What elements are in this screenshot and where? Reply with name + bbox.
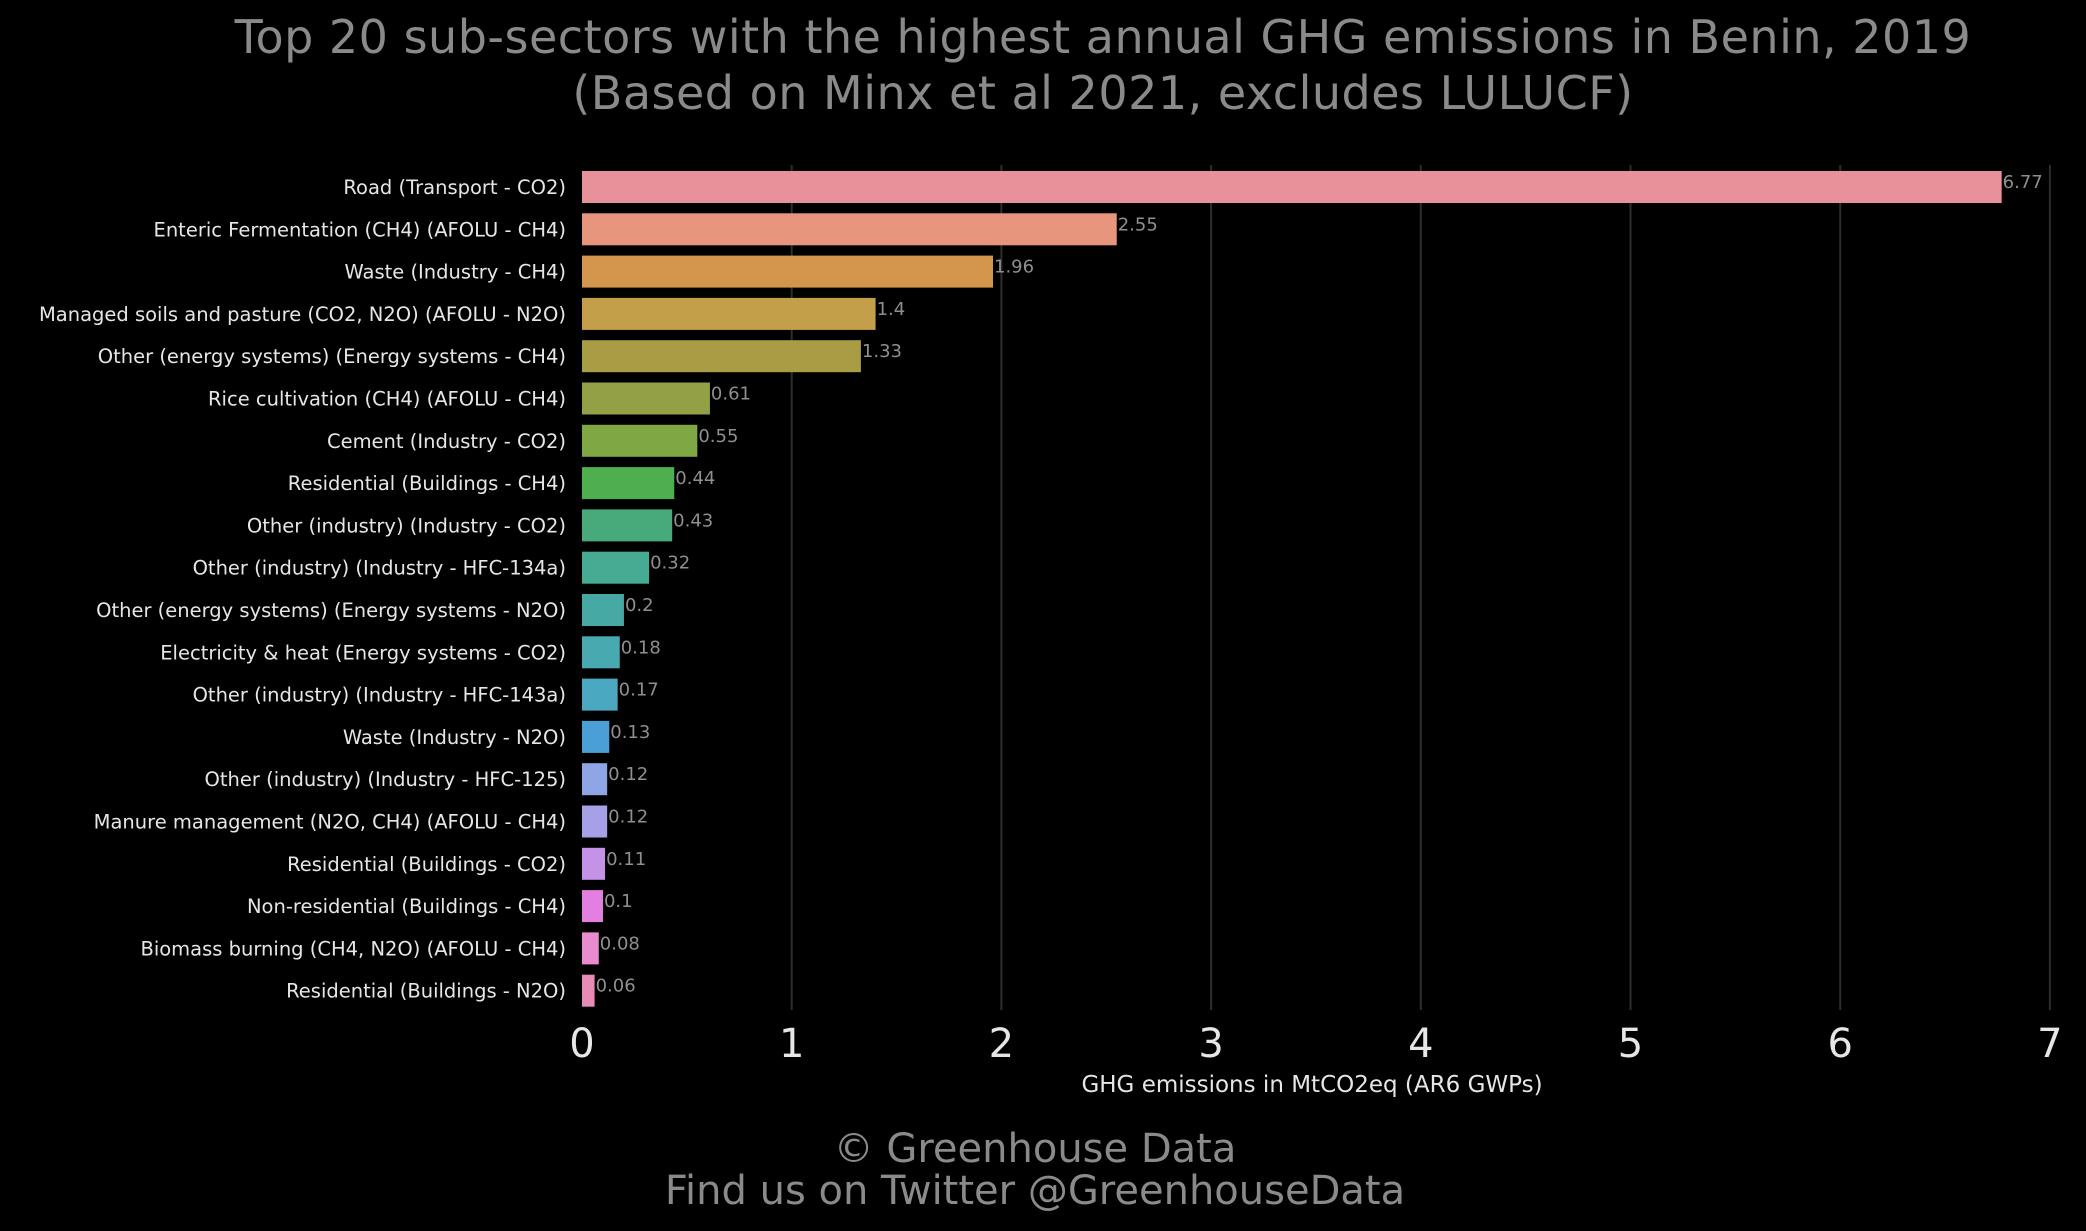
footer-twitter: Find us on Twitter @GreenhouseData	[664, 1168, 1406, 1214]
bar	[582, 340, 861, 373]
data-label: 0.06	[596, 976, 636, 997]
category-label: Waste (Industry - CH4)	[344, 261, 566, 284]
footer-copyright: © Greenhouse Data	[833, 1126, 1237, 1172]
bars	[582, 171, 2002, 1007]
data-label: 0.13	[610, 722, 650, 743]
category-label: Road (Transport - CO2)	[343, 176, 566, 199]
bar	[582, 171, 2002, 203]
bar	[582, 890, 603, 923]
data-label: 0.43	[673, 510, 713, 531]
category-label: Enteric Fermentation (CH4) (AFOLU - CH4)	[154, 218, 567, 241]
chart-title: Top 20 sub-sectors with the highest annu…	[234, 10, 1972, 64]
data-label: 0.18	[621, 637, 661, 658]
x-tick-label: 2	[989, 1021, 1014, 1067]
category-label: Non-residential (Buildings - CH4)	[247, 895, 566, 918]
data-label: 0.12	[608, 807, 648, 828]
bar	[582, 424, 698, 457]
bar	[582, 847, 606, 880]
data-label: 1.33	[862, 341, 902, 362]
category-label: Other (energy systems) (Energy systems -…	[98, 345, 566, 368]
bar	[582, 974, 595, 1007]
grid-lines	[790, 165, 2051, 1010]
data-label: 2.55	[1118, 214, 1158, 235]
bar	[582, 805, 608, 838]
category-label: Other (industry) (Industry - CO2)	[247, 514, 566, 537]
bar	[582, 678, 618, 711]
category-label: Other (energy systems) (Energy systems -…	[96, 599, 566, 622]
value-labels: 6.77 2.55 1.96 1.4 1.33 0.61 0.55 0.44 0.43 0.32 0…	[596, 172, 2043, 997]
data-label: 0.44	[675, 468, 715, 489]
bar	[582, 932, 599, 965]
data-label: 0.11	[606, 849, 646, 870]
data-label: 1.96	[994, 257, 1034, 278]
category-label: Residential (Buildings - N2O)	[286, 980, 566, 1003]
chart-subtitle: (Based on Minx et al 2021, excludes LULU…	[572, 66, 1634, 120]
data-label: 0.17	[619, 680, 659, 701]
bar	[582, 297, 876, 330]
x-axis-label: GHG emissions in MtCO2eq (AR6 GWPs)	[1081, 1072, 1542, 1098]
category-label: Managed soils and pasture (CO2, N2O) (AF…	[39, 303, 566, 326]
bar	[582, 509, 673, 542]
x-tick-label: 7	[2037, 1021, 2062, 1067]
x-tick-label: 5	[1618, 1021, 1643, 1067]
data-label: 1.4	[877, 299, 906, 320]
data-label: 0.1	[604, 891, 633, 912]
bar	[582, 213, 1117, 246]
category-label: Other (industry) (Industry - HFC-143a)	[193, 684, 566, 707]
bar	[582, 636, 620, 669]
x-axis-ticks: 0 1 2 3 4 5 6 7	[569, 1021, 2062, 1067]
bar	[582, 763, 608, 796]
bar	[582, 255, 994, 288]
x-tick-label: 0	[569, 1021, 594, 1067]
category-labels: Road (Transport - CO2) Enteric Fermentati…	[39, 176, 566, 1003]
category-label: Biomass burning (CH4, N2O) (AFOLU - CH4)	[140, 937, 566, 960]
category-label: Waste (Industry - N2O)	[343, 726, 566, 749]
data-label: 0.2	[625, 595, 654, 616]
data-label: 0.55	[698, 426, 738, 447]
x-tick-label: 3	[1198, 1021, 1223, 1067]
bar	[582, 720, 610, 753]
bar	[582, 467, 675, 500]
category-label: Cement (Industry - CO2)	[327, 430, 566, 453]
x-tick-label: 6	[1827, 1021, 1852, 1067]
data-label: 0.12	[608, 764, 648, 785]
category-label: Other (industry) (Industry - HFC-134a)	[193, 557, 566, 580]
category-label: Rice cultivation (CH4) (AFOLU - CH4)	[208, 388, 566, 411]
data-label: 0.32	[650, 553, 690, 574]
category-label: Other (industry) (Industry - HFC-125)	[205, 768, 566, 791]
data-label: 0.61	[711, 384, 751, 405]
data-label: 0.08	[600, 933, 640, 954]
x-tick-label: 1	[779, 1021, 804, 1067]
category-label: Electricity & heat (Energy systems - CO2…	[160, 641, 566, 664]
x-tick-label: 4	[1408, 1021, 1433, 1067]
data-label: 6.77	[2003, 172, 2043, 193]
bar	[582, 382, 710, 415]
bar	[582, 594, 624, 626]
bar	[582, 551, 650, 584]
category-label: Manure management (N2O, CH4) (AFOLU - CH…	[94, 811, 566, 834]
category-label: Residential (Buildings - CO2)	[287, 853, 566, 876]
category-label: Residential (Buildings - CH4)	[288, 472, 566, 495]
